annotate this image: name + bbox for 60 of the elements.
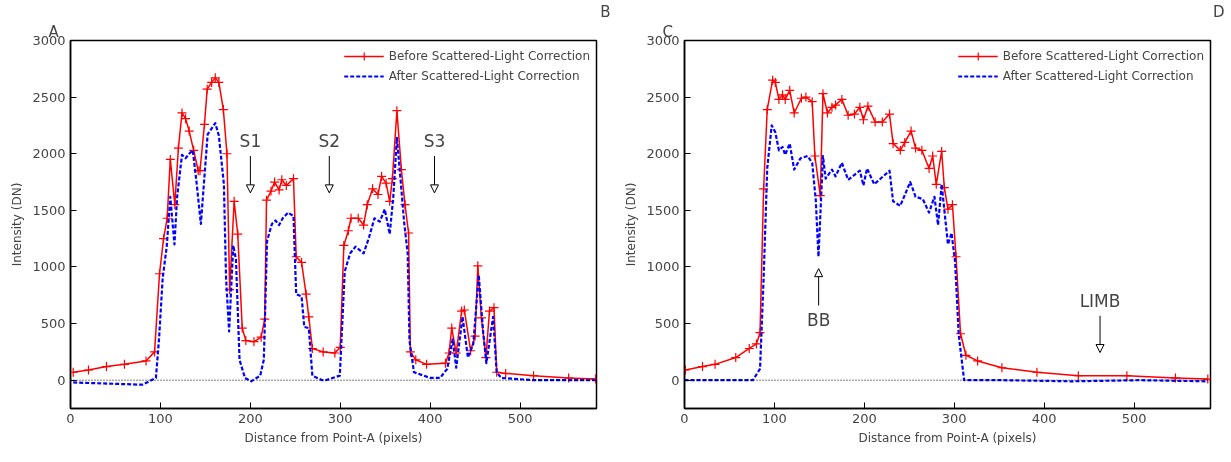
- x-axis-title: Distance from Point-A (pixels): [858, 430, 1037, 445]
- point: [870, 116, 881, 128]
- y-tick-label: 1500: [646, 202, 680, 218]
- annotation: S2: [318, 131, 341, 152]
- point: [877, 116, 888, 128]
- y-tick-label: 2000: [32, 146, 66, 162]
- y-tick-label: 0: [671, 372, 680, 388]
- line-series: [684, 124, 1209, 383]
- y-tick-label: 500: [654, 316, 680, 332]
- point: [709, 359, 721, 370]
- point: [910, 142, 921, 154]
- y-tick-label: 0: [57, 372, 66, 388]
- point: [927, 150, 938, 162]
- annotation: BB: [806, 310, 831, 331]
- annotation: S3: [423, 131, 446, 152]
- y-tick-label: 2500: [32, 89, 66, 105]
- point: [972, 355, 983, 367]
- annotation: S1: [239, 131, 262, 152]
- legend-label: Before Scattered-Light Correction: [388, 49, 590, 63]
- x-tick-label: 400: [1031, 410, 1057, 426]
- x-tick-label: 100: [148, 410, 173, 426]
- point: [996, 362, 1007, 373]
- point: [1031, 367, 1043, 378]
- legend-label: Before Scattered-Light Correction: [1002, 49, 1204, 63]
- point: [923, 163, 935, 174]
- y-tick-label: 1000: [32, 259, 66, 275]
- y-tick-label: 500: [40, 316, 66, 332]
- text: D: [1212, 2, 1225, 21]
- y-axis-title: Intensity (DN): [624, 182, 639, 267]
- point: [1121, 370, 1132, 381]
- point: [905, 125, 917, 137]
- point: [1202, 373, 1211, 385]
- x-tick-label: 300: [327, 410, 353, 426]
- x-tick-label: 400: [417, 410, 443, 426]
- x-tick-label: 200: [237, 410, 263, 426]
- point: [884, 109, 895, 120]
- legend-label: After Scattered-Light Correction: [388, 69, 580, 83]
- y-tick-label: 1000: [646, 259, 680, 275]
- annotation: LIMB: [1079, 291, 1121, 312]
- point: [1170, 372, 1181, 384]
- line-series: [72, 122, 597, 386]
- x-tick-label: 500: [1121, 410, 1147, 426]
- point: [916, 145, 927, 156]
- y-tick-label: 2500: [646, 89, 680, 105]
- x-axis-title: Distance from Point-A (pixels): [244, 430, 423, 445]
- text: B: [600, 2, 611, 21]
- y-tick-label: 2000: [646, 146, 680, 162]
- point: [789, 107, 800, 119]
- x-tick-label: 100: [762, 410, 787, 426]
- x-tick-label: 500: [507, 410, 533, 426]
- legend-label: After Scattered-Light Correction: [1002, 69, 1194, 83]
- y-axis-title: Intensity (DN): [10, 182, 25, 267]
- y-tick-label: 1500: [32, 202, 66, 218]
- point: [862, 101, 874, 112]
- point: [888, 138, 899, 149]
- point: [809, 150, 820, 162]
- x-tick-label: 300: [941, 410, 967, 426]
- x-tick-label: 200: [851, 410, 877, 426]
- point: [843, 110, 854, 121]
- point: [817, 88, 829, 99]
